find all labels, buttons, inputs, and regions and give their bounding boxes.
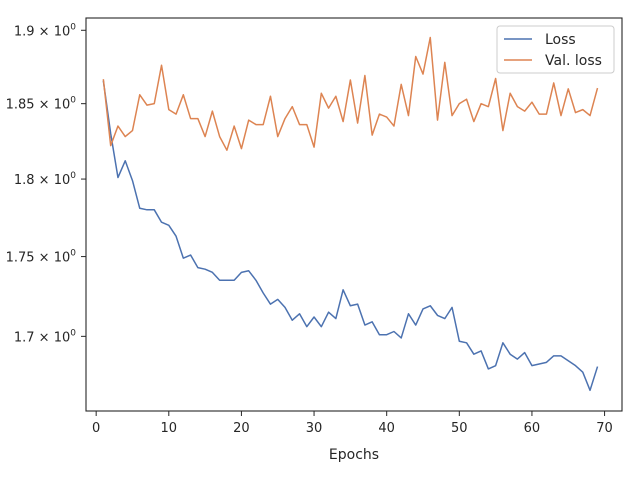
y-tick-base: 10: [54, 24, 71, 39]
y-tick-label: 1.7 × 100: [14, 328, 76, 345]
y-tick-label: 1.9 × 100: [14, 22, 76, 39]
y-tick-base: 10: [54, 330, 71, 345]
x-tick-label: 20: [233, 421, 250, 436]
y-tick-exponent: 0: [70, 171, 76, 181]
y-tick-label: 1.75 × 100: [6, 249, 77, 266]
series-line-loss: [102, 80, 599, 392]
y-tick-label: 1.85 × 100: [6, 96, 77, 113]
x-tick-label: 40: [378, 421, 395, 436]
y-tick-times: ×: [35, 98, 54, 113]
legend-label: Loss: [545, 32, 576, 48]
y-tick-mantissa: 1.75: [6, 251, 35, 266]
y-tick-exponent: 0: [70, 249, 76, 259]
y-tick-times: ×: [35, 24, 54, 39]
y-tick-base: 10: [54, 251, 71, 266]
y-tick-base: 10: [54, 173, 71, 188]
y-tick-base: 10: [54, 98, 71, 113]
x-tick-label: 30: [306, 421, 323, 436]
y-tick-exponent: 0: [70, 22, 76, 32]
x-tick-label: 10: [161, 421, 178, 436]
y-tick-mantissa: 1.8: [14, 173, 35, 188]
y-tick-label: 1.8 × 100: [14, 171, 76, 188]
legend-label: Val. loss: [545, 53, 602, 69]
y-tick-times: ×: [35, 173, 54, 188]
x-tick-label: 60: [524, 421, 541, 436]
y-tick-times: ×: [35, 330, 54, 345]
y-tick-times: ×: [35, 251, 54, 266]
plot-area: [102, 36, 599, 392]
y-tick-mantissa: 1.85: [6, 98, 35, 113]
legend: Loss Val. loss: [496, 25, 615, 74]
y-tick-mantissa: 1.7: [14, 330, 35, 345]
y-tick-exponent: 0: [70, 96, 76, 106]
x-tick-label: 50: [451, 421, 468, 436]
x-tick-label: 70: [596, 421, 613, 436]
y-tick-exponent: 0: [70, 328, 76, 338]
series-line-val-loss: [102, 36, 599, 151]
x-axis: 0 10 20 30 40 50 60 70: [92, 411, 613, 436]
y-tick-mantissa: 1.9: [14, 24, 35, 39]
x-axis-label: Epochs: [329, 447, 379, 463]
legend-box: [496, 25, 615, 74]
x-tick-label: 0: [92, 421, 100, 436]
axes-frame: [85, 17, 623, 412]
